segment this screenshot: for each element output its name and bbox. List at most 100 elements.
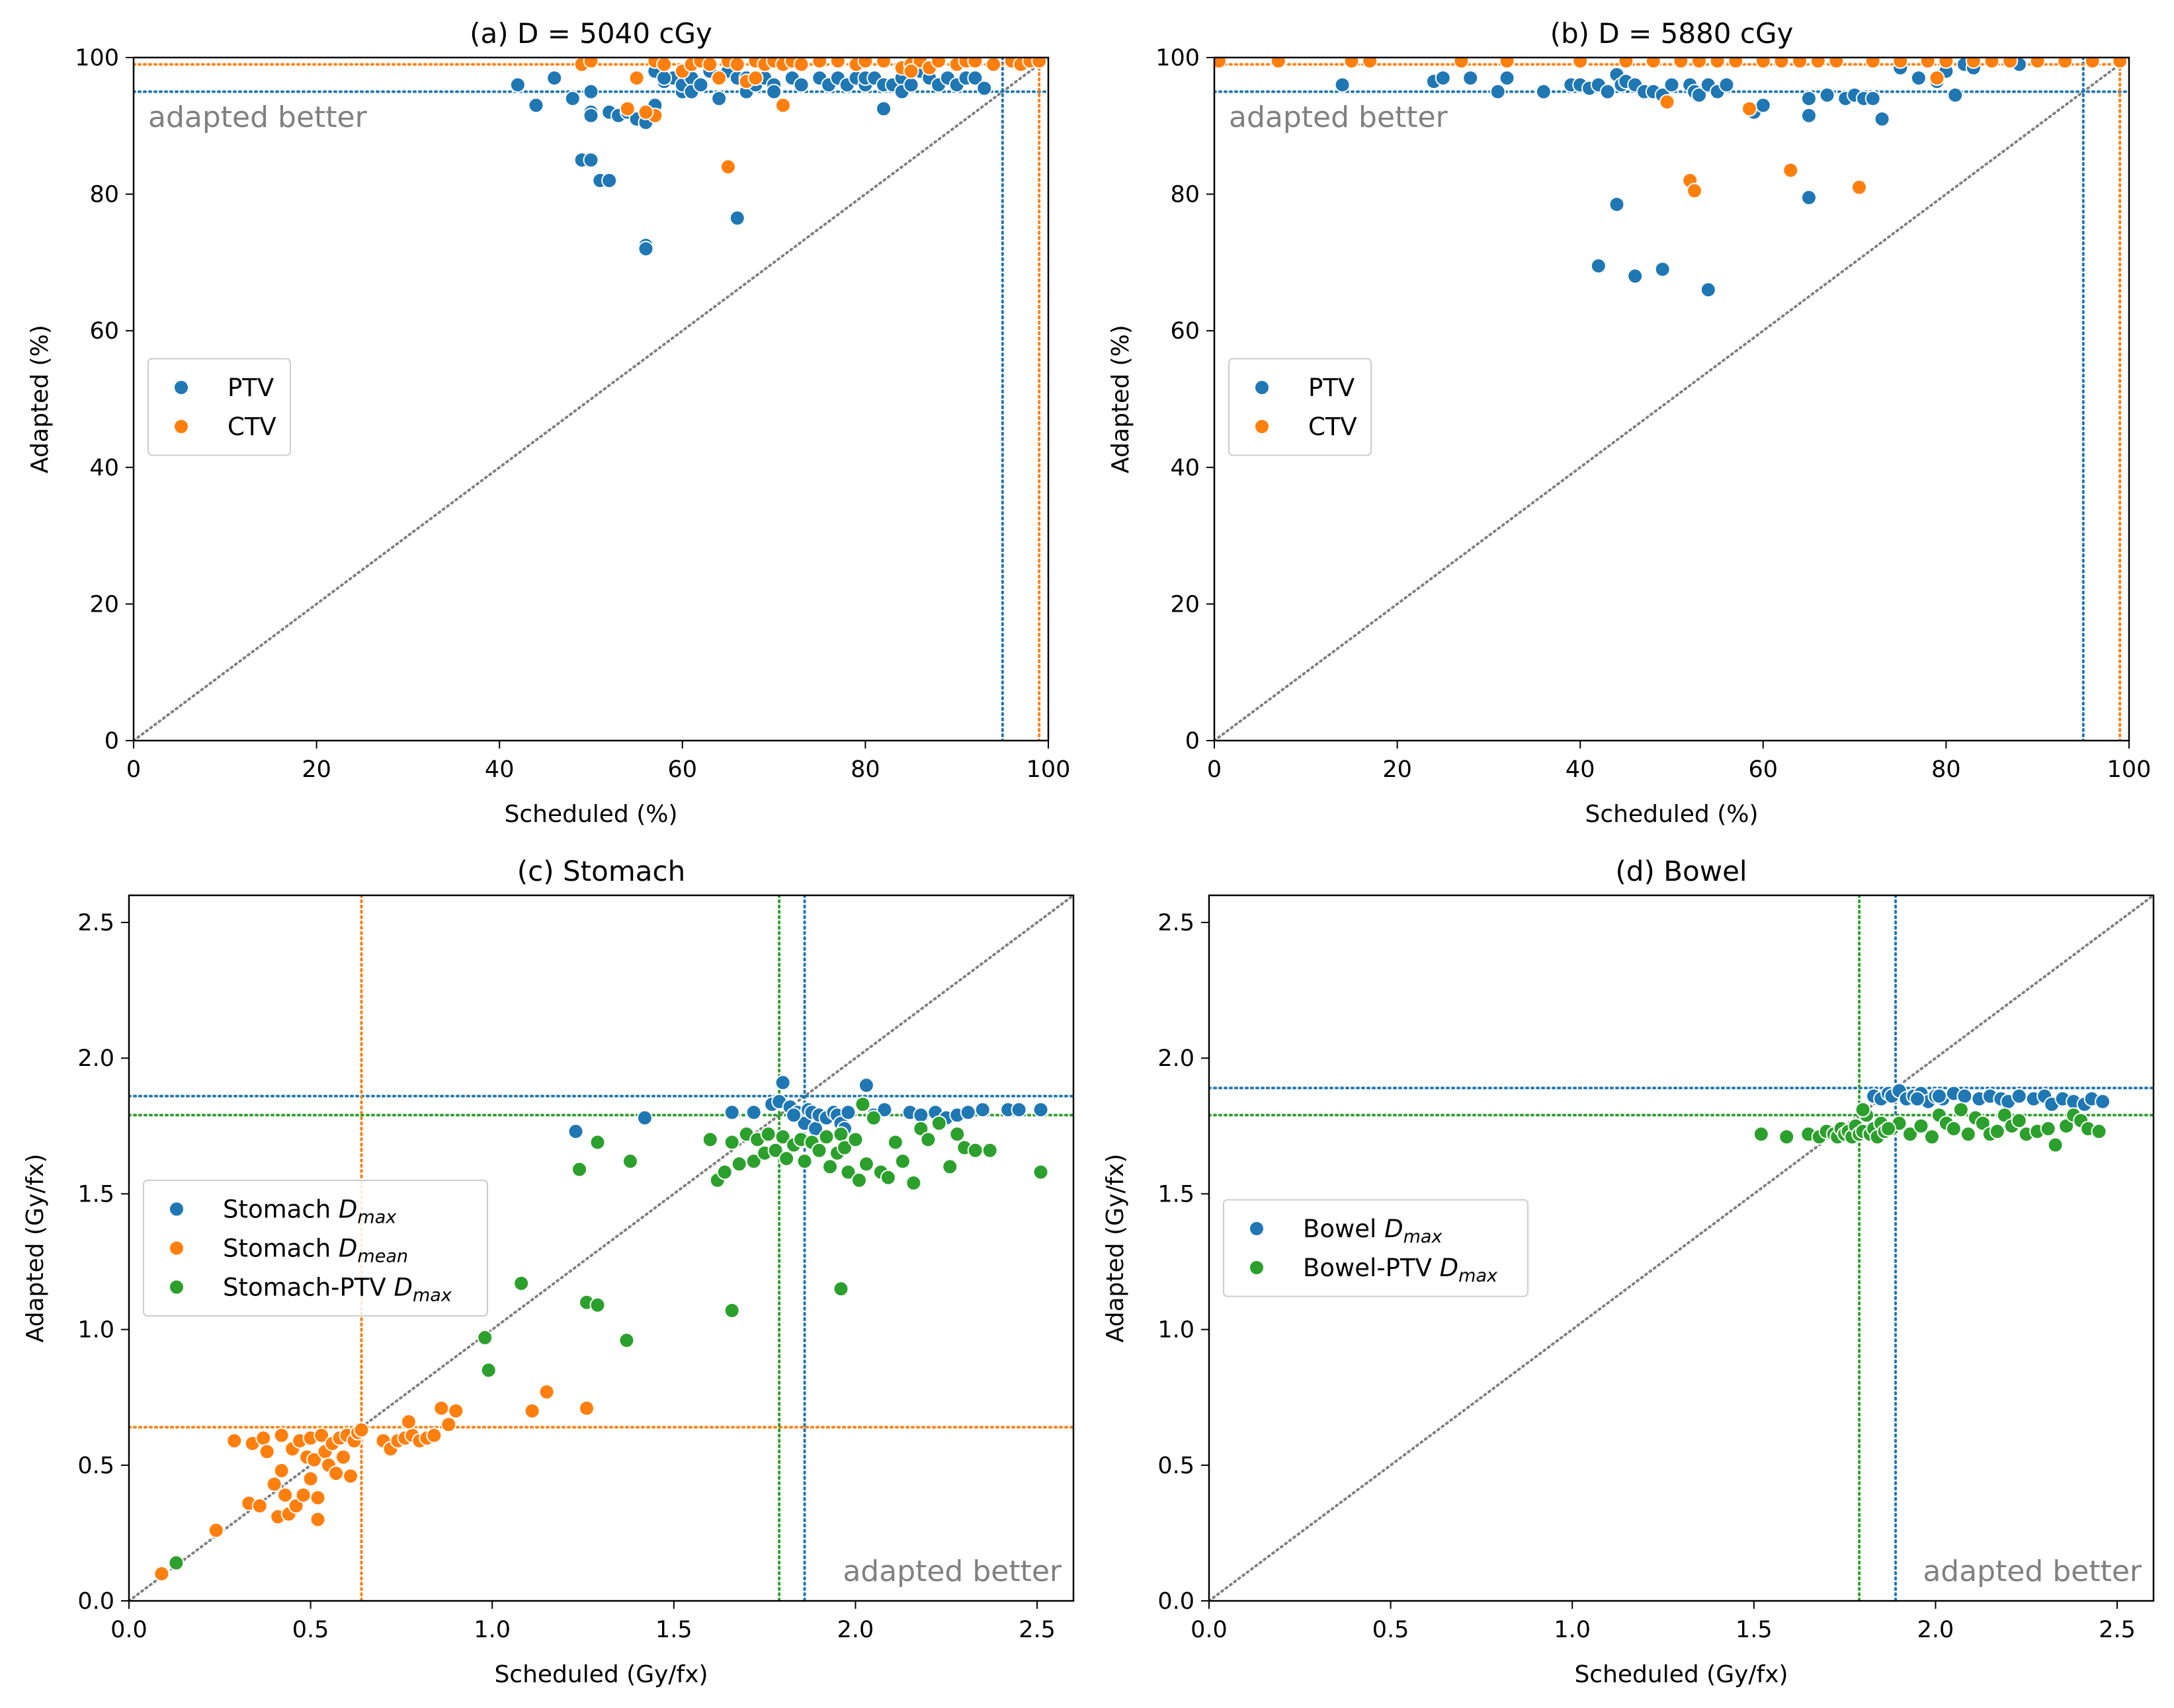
data-point [343, 1468, 359, 1484]
data-point [1691, 87, 1707, 103]
x-tick-label: 20 [1382, 756, 1412, 783]
x-tick-label: 0 [126, 756, 141, 783]
data-point [2040, 1120, 2056, 1137]
identity-line [1209, 895, 2153, 1601]
data-point [702, 1131, 718, 1148]
data-point [829, 58, 846, 69]
legend: PTV CTV [1228, 358, 1372, 456]
data-point [1996, 1107, 2013, 1123]
x-tick-label: 0.5 [1372, 1617, 1409, 1643]
data-point [724, 1302, 740, 1319]
data-point [913, 1120, 929, 1137]
x-axis-label: Scheduled (%) [504, 801, 677, 828]
x-tick-label: 2.5 [2099, 1617, 2136, 1643]
x-tick-label: 60 [1749, 756, 1778, 783]
legend: Stomach Dmax Stomach Dmean Stomach-PTV Dma… [143, 1180, 488, 1317]
data-point [273, 1463, 290, 1479]
data-point [528, 97, 544, 114]
data-point [583, 151, 599, 168]
data-point [1687, 183, 1703, 199]
data-point [1864, 90, 1881, 106]
data-point [949, 1126, 966, 1143]
x-tick-label: 80 [851, 756, 880, 783]
data-point [840, 1104, 857, 1121]
data-point [288, 1498, 304, 1514]
legend-label: Stomach Dmax [223, 1196, 397, 1228]
data-point [1800, 189, 1817, 206]
legend-label: CTV [228, 413, 276, 441]
y-tick-label: 100 [75, 45, 119, 71]
panel-a-title: (a) D = 5040 cGy [470, 17, 712, 50]
data-point [894, 1153, 911, 1170]
data-point [1741, 101, 1758, 117]
data-point [858, 1156, 874, 1172]
data-point [793, 77, 810, 93]
data-point [716, 1164, 733, 1180]
data-point [1855, 1102, 1871, 1118]
axes-frame [1208, 894, 2155, 1602]
data-point [711, 69, 728, 86]
y-tick-label: 40 [1170, 455, 1200, 481]
y-axis-label: Adapted (Gy/fx) [22, 1154, 49, 1343]
data-point [724, 1134, 740, 1151]
y-axis-label: Adapted (Gy/fx) [1102, 1154, 1129, 1343]
data-point [251, 1498, 268, 1514]
data-point [1974, 1115, 1991, 1131]
data-point [1590, 258, 1607, 274]
data-point [982, 1142, 998, 1159]
data-point [1782, 162, 1799, 179]
data-point [314, 1427, 330, 1444]
x-tick-label: 1.0 [474, 1617, 511, 1643]
data-point [622, 1153, 638, 1170]
panel-b: (b) D = 5880 cGy Scheduled (%) Adapted (%)… [1107, 17, 2151, 828]
data-point [259, 1444, 275, 1460]
panel-b-title: (b) D = 5880 cGy [1550, 17, 1794, 50]
data-point [2029, 58, 2046, 69]
panel-a: (a) D = 5040 cGy Scheduled (%) Adapted (%)… [26, 17, 1070, 828]
data-point [887, 1134, 903, 1151]
y-tick-label: 2.0 [77, 1045, 114, 1072]
data-point [822, 1159, 839, 1175]
x-tick-label: 0.0 [1191, 1617, 1228, 1643]
data-point [636, 1110, 653, 1126]
data-point [1851, 179, 1868, 196]
x-tick-label: 2.0 [1917, 1617, 1954, 1643]
data-point [153, 1565, 170, 1582]
data-point [353, 1422, 370, 1438]
plot-area [1209, 895, 2153, 1601]
legend-marker [169, 1279, 185, 1295]
data-point [1800, 107, 1817, 124]
data-point [2011, 1112, 2027, 1129]
annotation-adapted-better: adapted better [148, 101, 368, 134]
data-point [920, 1131, 937, 1148]
data-point [876, 58, 892, 69]
data-point [628, 69, 645, 86]
data-point [942, 1159, 958, 1175]
series-bowel-max [1866, 1082, 2111, 1112]
data-point [745, 1153, 762, 1170]
data-point [1700, 282, 1716, 298]
legend-label: Stomach Dmean [223, 1235, 408, 1267]
x-tick-label: 40 [1566, 756, 1595, 783]
data-point [711, 90, 728, 106]
data-point [2002, 58, 2019, 69]
data-point [1938, 58, 1954, 69]
y-tick-label: 1.0 [77, 1317, 114, 1344]
y-axis-label: Adapted (%) [1107, 325, 1134, 473]
data-point [1892, 58, 1909, 69]
annotation-adapted-better: adapted better [1923, 1555, 2142, 1588]
y-tick-label: 0.0 [77, 1588, 114, 1615]
data-point [1462, 69, 1479, 86]
data-point [1572, 58, 1589, 69]
data-point [818, 1129, 835, 1145]
data-point [1618, 58, 1634, 69]
data-point [833, 1126, 849, 1143]
series-bowel-ptv-max [1753, 1102, 2107, 1153]
y-tick-label: 0.5 [77, 1453, 114, 1479]
data-point [766, 83, 782, 100]
data-point [328, 1465, 345, 1482]
data-point [1947, 87, 1964, 103]
y-tick-label: 60 [89, 318, 119, 345]
data-point [579, 1400, 595, 1416]
data-point [589, 1297, 606, 1313]
